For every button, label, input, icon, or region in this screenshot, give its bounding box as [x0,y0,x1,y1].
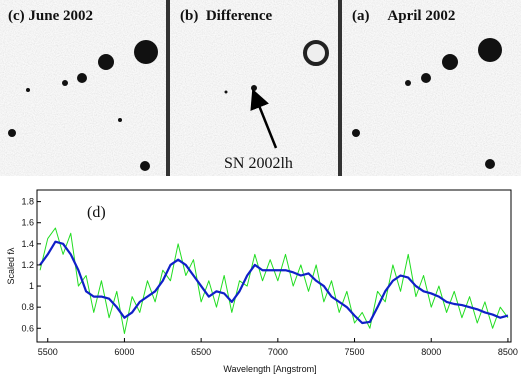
y-tick-label: 1 [29,281,34,291]
y-axis-label: Scaled fλ [6,247,16,285]
panel-label: (a) April 2002 [352,8,455,24]
separator [166,0,170,176]
y-tick-label: 0.6 [21,323,34,333]
panel-label: (d) [87,204,106,221]
image-panels: (c) June 2002 (b) Difference (a) April 2… [0,0,521,176]
x-tick-label: 7500 [345,347,365,357]
y-tick-label: 1.2 [21,260,34,270]
y-tick-label: 1.4 [21,239,34,249]
line-series [39,240,509,325]
y-tick-label: 0.8 [21,302,34,312]
residual [303,40,329,66]
y-tick-label: 1.8 [21,197,34,207]
plot-frame [36,189,512,343]
panel-label: (c) June 2002 [8,8,93,24]
y-tick-label: 1.6 [21,218,34,228]
x-tick-label: 5500 [38,347,58,357]
image-april [342,0,521,176]
separator [338,0,342,176]
x-tick-label: 8000 [421,347,441,357]
x-tick-label: 6000 [114,347,134,357]
panel-label: (b) Difference [180,8,273,24]
x-tick-label: 7000 [268,347,288,357]
x-tick-label: 6500 [191,347,211,357]
x-axis-label: Wavelength [Angstrom] [223,364,316,374]
image-june [0,0,166,176]
stars [8,38,502,171]
annotation: SN 2002lh [224,155,293,172]
line-series [39,227,509,335]
arrow [250,88,278,149]
x-tick-label: 8500 [498,347,518,357]
spectrum-plot: (d) Wavelength [Angstrom] Scaled fλ 5500… [6,189,518,374]
